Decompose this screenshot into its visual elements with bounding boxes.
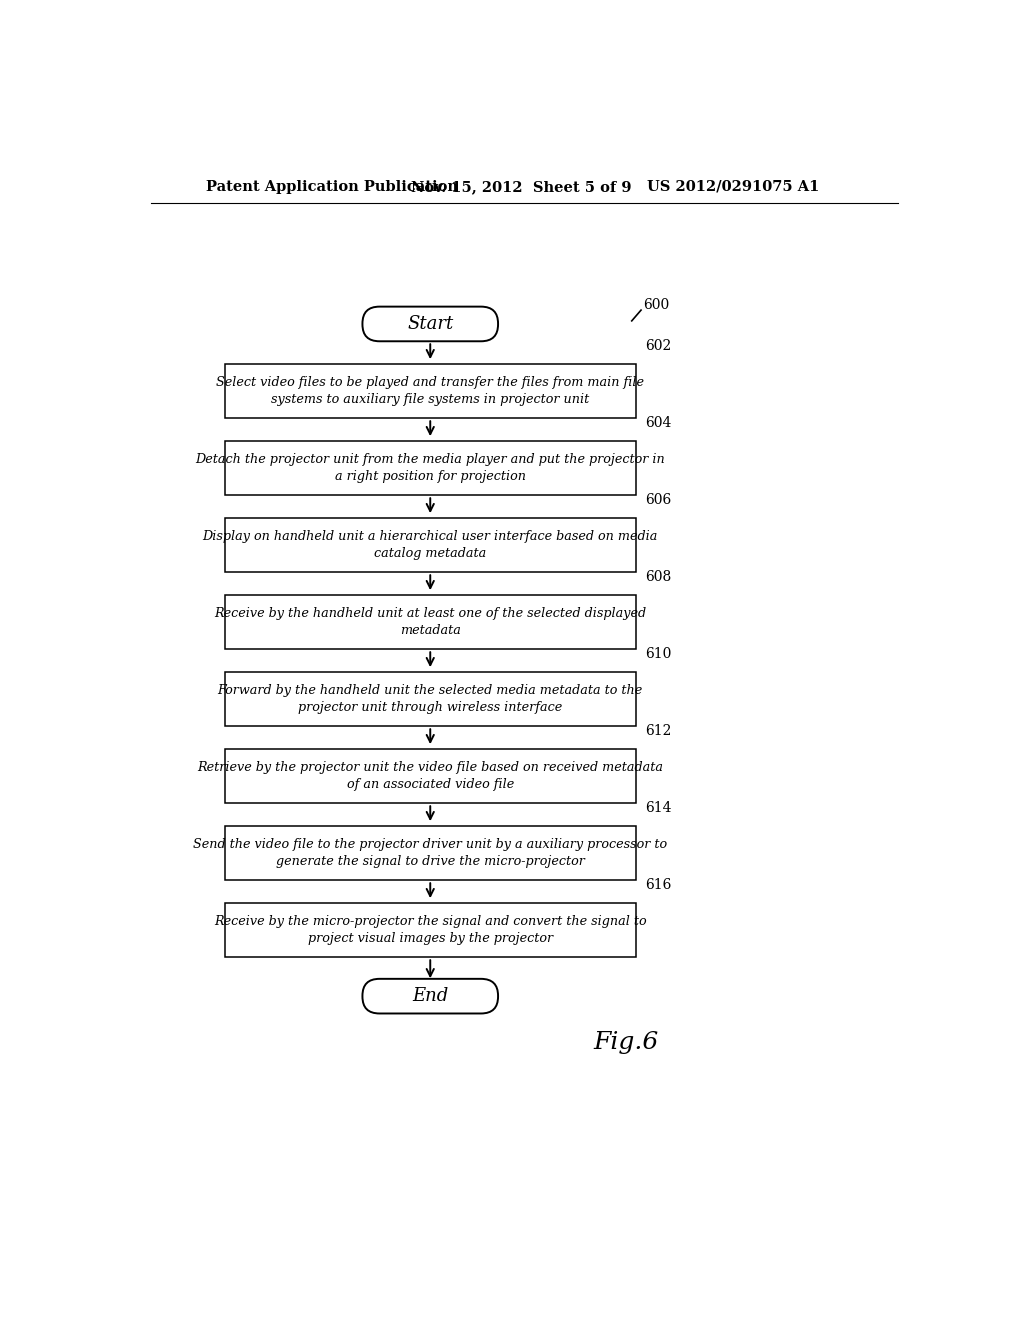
Text: Select video files to be played and transfer the files from main file
systems to: Select video files to be played and tran… <box>216 376 644 407</box>
Text: 606: 606 <box>645 492 671 507</box>
Text: Forward by the handheld unit the selected media metadata to the
projector unit t: Forward by the handheld unit the selecte… <box>218 684 643 714</box>
FancyBboxPatch shape <box>225 441 636 495</box>
FancyBboxPatch shape <box>225 826 636 880</box>
Text: 610: 610 <box>645 647 672 661</box>
FancyBboxPatch shape <box>225 364 636 418</box>
Text: Nov. 15, 2012  Sheet 5 of 9: Nov. 15, 2012 Sheet 5 of 9 <box>411 180 632 194</box>
Text: Display on handheld unit a hierarchical user interface based on media
catalog me: Display on handheld unit a hierarchical … <box>203 531 658 560</box>
Text: 614: 614 <box>645 801 672 814</box>
FancyBboxPatch shape <box>225 750 636 804</box>
Text: Detach the projector unit from the media player and put the projector in
a right: Detach the projector unit from the media… <box>196 453 666 483</box>
FancyBboxPatch shape <box>225 672 636 726</box>
Text: 604: 604 <box>645 416 672 430</box>
Text: 608: 608 <box>645 570 671 583</box>
Text: End: End <box>412 987 449 1005</box>
Text: Patent Application Publication: Patent Application Publication <box>206 180 458 194</box>
Text: 612: 612 <box>645 723 672 738</box>
Text: 616: 616 <box>645 878 672 892</box>
Text: Fig.6: Fig.6 <box>593 1031 658 1053</box>
FancyBboxPatch shape <box>225 903 636 957</box>
FancyBboxPatch shape <box>362 306 498 342</box>
FancyBboxPatch shape <box>225 519 636 573</box>
Text: 600: 600 <box>643 298 670 313</box>
Text: US 2012/0291075 A1: US 2012/0291075 A1 <box>647 180 819 194</box>
Text: Retrieve by the projector unit the video file based on received metadata
of an a: Retrieve by the projector unit the video… <box>198 762 664 791</box>
FancyBboxPatch shape <box>225 595 636 649</box>
Text: Receive by the micro-projector the signal and convert the signal to
project visu: Receive by the micro-projector the signa… <box>214 915 646 945</box>
FancyBboxPatch shape <box>362 979 498 1014</box>
Text: Receive by the handheld unit at least one of the selected displayed
metadata: Receive by the handheld unit at least on… <box>214 607 646 638</box>
Text: Send the video file to the projector driver unit by a auxiliary processor to
gen: Send the video file to the projector dri… <box>194 838 668 869</box>
Text: Start: Start <box>408 315 454 333</box>
Text: 602: 602 <box>645 339 671 352</box>
